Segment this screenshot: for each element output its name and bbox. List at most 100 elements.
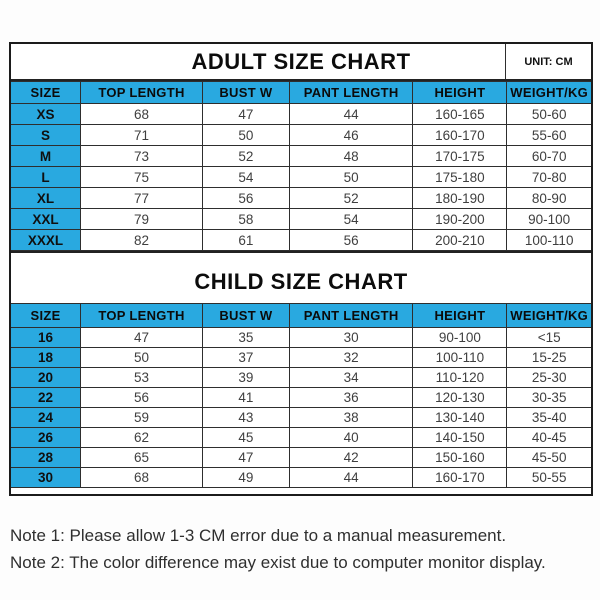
- value-cell: 45: [201, 427, 290, 448]
- child-chart-title: CHILD SIZE CHART: [194, 269, 408, 294]
- value-cell: 61: [201, 229, 290, 251]
- value-cell: 50: [80, 347, 203, 368]
- child-table-body: 16 47 35 30 90-100 <15 18 50 37 32 100-110 15-25 20 5…: [11, 327, 591, 488]
- value-cell: 170-175: [412, 145, 508, 167]
- value-cell: 50: [288, 166, 414, 188]
- table-row: 16 47 35 30 90-100 <15: [11, 327, 591, 348]
- child-header-row: SIZE TOP LENGTH BUST W PANT LENGTH HEIGH…: [11, 303, 591, 328]
- column-header-top-length: TOP LENGTH: [80, 303, 203, 328]
- value-cell: 43: [201, 407, 290, 428]
- table-row: 26 62 45 40 140-150 40-45: [11, 427, 591, 448]
- value-cell: 39: [201, 367, 290, 388]
- column-header-bust-w: BUST W: [201, 303, 290, 328]
- column-header-size: SIZE: [11, 303, 82, 328]
- value-cell: 100-110: [506, 229, 591, 251]
- table-row: 28 65 47 42 150-160 45-50: [11, 447, 591, 468]
- table-row: 20 53 39 34 110-120 25-30: [11, 367, 591, 388]
- size-cell: XXXL: [11, 229, 82, 251]
- column-header-size: SIZE: [11, 81, 82, 104]
- value-cell: 46: [288, 124, 414, 146]
- value-cell: 140-150: [412, 427, 508, 448]
- size-chart-box: ADULT SIZE CHART UNIT: CM SIZE TOP LENGT…: [9, 42, 593, 496]
- value-cell: 130-140: [412, 407, 508, 428]
- value-cell: 68: [80, 103, 203, 125]
- value-cell: <15: [506, 327, 591, 348]
- value-cell: 47: [80, 327, 203, 348]
- value-cell: 55-60: [506, 124, 591, 146]
- note-2: Note 2: The color difference may exist d…: [10, 553, 546, 572]
- size-cell: M: [11, 145, 82, 167]
- column-header-height: HEIGHT: [412, 303, 508, 328]
- value-cell: 100-110: [412, 347, 508, 368]
- size-cell: 30: [11, 467, 82, 488]
- value-cell: 40: [288, 427, 414, 448]
- size-cell: 28: [11, 447, 82, 468]
- table-row: M 73 52 48 170-175 60-70: [11, 145, 591, 167]
- value-cell: 120-130: [412, 387, 508, 408]
- value-cell: 56: [80, 387, 203, 408]
- size-cell: S: [11, 124, 82, 146]
- adult-table-head: SIZE TOP LENGTH BUST W PANT LENGTH HEIGH…: [11, 81, 591, 104]
- value-cell: 60-70: [506, 145, 591, 167]
- value-cell: 70-80: [506, 166, 591, 188]
- value-cell: 41: [201, 387, 290, 408]
- column-header-pant-length: PANT LENGTH: [288, 303, 414, 328]
- value-cell: 54: [288, 208, 414, 230]
- size-cell: L: [11, 166, 82, 188]
- value-cell: 56: [288, 229, 414, 251]
- column-header-pant-length: PANT LENGTH: [288, 81, 414, 104]
- value-cell: 90-100: [412, 327, 508, 348]
- table-row: 18 50 37 32 100-110 15-25: [11, 347, 591, 368]
- value-cell: 68: [80, 467, 203, 488]
- value-cell: 40-45: [506, 427, 591, 448]
- table-row: 24 59 43 38 130-140 35-40: [11, 407, 591, 428]
- value-cell: 77: [80, 187, 203, 209]
- value-cell: 65: [80, 447, 203, 468]
- table-footer-strip: [11, 488, 591, 494]
- value-cell: 52: [201, 145, 290, 167]
- value-cell: 56: [201, 187, 290, 209]
- value-cell: 59: [80, 407, 203, 428]
- adult-table-body: XS 68 47 44 160-165 50-60 S 71 50 46 160-170 55-60 M…: [11, 103, 591, 251]
- size-cell: XL: [11, 187, 82, 209]
- value-cell: 32: [288, 347, 414, 368]
- value-cell: 54: [201, 166, 290, 188]
- value-cell: 71: [80, 124, 203, 146]
- size-cell: XS: [11, 103, 82, 125]
- child-size-table: SIZE TOP LENGTH BUST W PANT LENGTH HEIGH…: [11, 303, 591, 488]
- table-row: 30 68 49 44 160-170 50-55: [11, 467, 591, 488]
- value-cell: 58: [201, 208, 290, 230]
- value-cell: 160-170: [412, 124, 508, 146]
- value-cell: 90-100: [506, 208, 591, 230]
- size-cell: 18: [11, 347, 82, 368]
- value-cell: 42: [288, 447, 414, 468]
- value-cell: 75: [80, 166, 203, 188]
- adult-chart-title: ADULT SIZE CHART: [191, 48, 411, 74]
- value-cell: 34: [288, 367, 414, 388]
- value-cell: 35-40: [506, 407, 591, 428]
- column-header-weight-kg: WEIGHT/KG: [506, 81, 591, 104]
- size-cell: 20: [11, 367, 82, 388]
- value-cell: 38: [288, 407, 414, 428]
- size-cell: 16: [11, 327, 82, 348]
- value-cell: 52: [288, 187, 414, 209]
- column-header-weight-kg: WEIGHT/KG: [506, 303, 591, 328]
- value-cell: 180-190: [412, 187, 508, 209]
- value-cell: 37: [201, 347, 290, 368]
- value-cell: 50: [201, 124, 290, 146]
- value-cell: 110-120: [412, 367, 508, 388]
- child-table-head: SIZE TOP LENGTH BUST W PANT LENGTH HEIGH…: [11, 303, 591, 328]
- table-row: XL 77 56 52 180-190 80-90: [11, 187, 591, 209]
- value-cell: 25-30: [506, 367, 591, 388]
- value-cell: 190-200: [412, 208, 508, 230]
- adult-chart-title-row: ADULT SIZE CHART UNIT: CM: [11, 44, 591, 81]
- table-row: S 71 50 46 160-170 55-60: [11, 124, 591, 146]
- value-cell: 53: [80, 367, 203, 388]
- value-cell: 44: [288, 467, 414, 488]
- size-cell: 24: [11, 407, 82, 428]
- column-header-top-length: TOP LENGTH: [80, 81, 203, 104]
- value-cell: 49: [201, 467, 290, 488]
- table-row: 22 56 41 36 120-130 30-35: [11, 387, 591, 408]
- value-cell: 47: [201, 447, 290, 468]
